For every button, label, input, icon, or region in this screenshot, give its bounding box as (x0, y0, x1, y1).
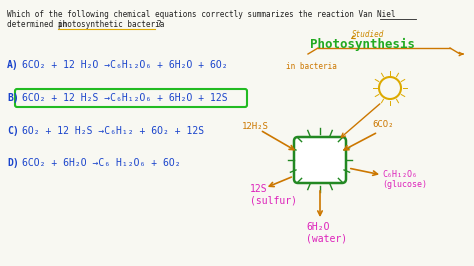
Text: B): B) (7, 93, 19, 103)
Text: 12H₂S: 12H₂S (242, 122, 269, 131)
Text: Which of the following chemical equations correctly summarizes the reaction Van : Which of the following chemical equation… (7, 10, 395, 19)
Text: 6O₂ + 12 H₂S →C₆H₁₂ + 6O₂ + 12S: 6O₂ + 12 H₂S →C₆H₁₂ + 6O₂ + 12S (22, 126, 204, 136)
Text: photosynthetic bacteria: photosynthetic bacteria (58, 20, 165, 29)
Text: A): A) (7, 60, 19, 70)
Text: 6CO₂: 6CO₂ (372, 120, 393, 129)
Text: in bacteria: in bacteria (286, 62, 337, 71)
Text: 6CO₂ + 12 H₂O →C₆H₁₂O₆ + 6H₂O + 6O₂: 6CO₂ + 12 H₂O →C₆H₁₂O₆ + 6H₂O + 6O₂ (22, 60, 228, 70)
Text: D): D) (7, 158, 19, 168)
Text: 6CO₂ + 6H₂O →C₆ H₁₂O₆ + 6O₂: 6CO₂ + 6H₂O →C₆ H₁₂O₆ + 6O₂ (22, 158, 181, 168)
Text: ?: ? (156, 20, 161, 29)
FancyBboxPatch shape (294, 137, 346, 183)
Text: 6CO₂ + 12 H₂S →C₆H₁₂O₆ + 6H₂O + 12S: 6CO₂ + 12 H₂S →C₆H₁₂O₆ + 6H₂O + 12S (22, 93, 228, 103)
Text: determined in: determined in (7, 20, 72, 29)
Text: Studied: Studied (352, 30, 384, 39)
Text: 6H₂O
(water): 6H₂O (water) (306, 222, 347, 244)
Text: C₆H₁₂O₆
(glucose): C₆H₁₂O₆ (glucose) (382, 170, 427, 189)
Text: 12S
(sulfur): 12S (sulfur) (250, 184, 297, 206)
Text: C): C) (7, 126, 19, 136)
Text: Photosynthesis: Photosynthesis (310, 38, 415, 51)
